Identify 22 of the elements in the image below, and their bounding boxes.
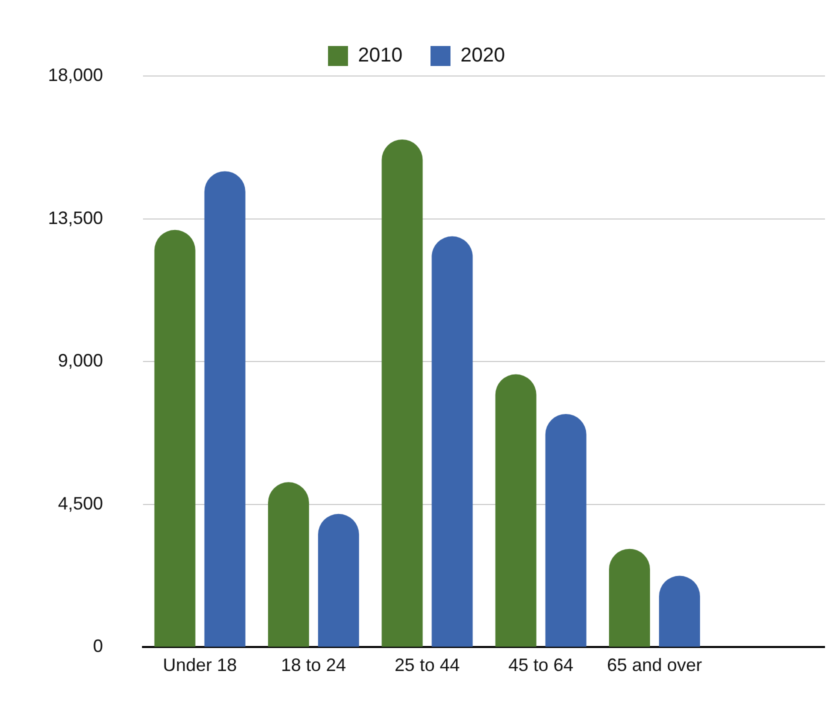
bar [495,374,536,647]
x-tick-label: 45 to 64 [508,654,574,675]
bar [609,548,650,647]
bar [545,414,586,647]
bar [659,576,700,647]
bar [268,482,310,647]
legend-label: 2020 [460,44,505,67]
x-tick-label: Under 18 [162,654,237,675]
bar [154,230,196,647]
y-tick-label: 4,500 [58,493,104,514]
x-tick-label: 18 to 24 [281,654,346,675]
x-tick-label: 65 and over [606,654,702,675]
x-tick-label: 25 to 44 [394,654,460,675]
y-tick-label: 9,000 [58,350,104,371]
y-tick-label: 18,000 [48,64,104,85]
bar [204,171,246,647]
bar [432,236,473,647]
y-tick-label: 0 [93,636,104,656]
bar [318,514,360,647]
y-tick-label: 13,500 [48,208,104,228]
legend-label: 2010 [358,44,403,67]
bar [382,139,423,647]
